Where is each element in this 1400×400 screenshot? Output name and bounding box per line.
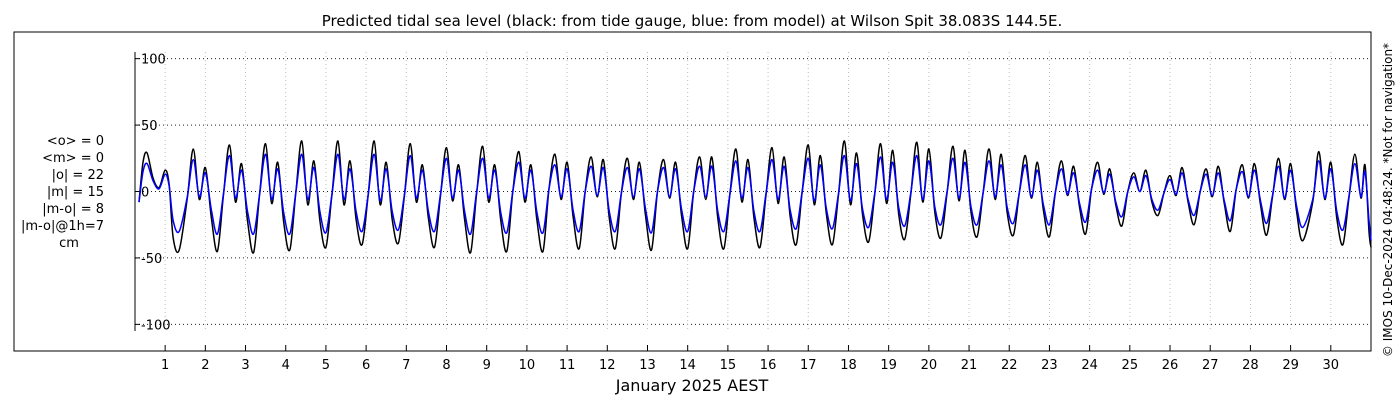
x-tick-label: 30	[1323, 358, 1340, 373]
x-tick-label: 20	[921, 358, 938, 373]
x-tick-label: 24	[1081, 358, 1098, 373]
series-line-gauge	[138, 140, 1372, 254]
x-tick-label: 4	[282, 358, 290, 373]
x-tick-label: 25	[1122, 358, 1139, 373]
x-tick-label: 19	[880, 358, 897, 373]
x-tick-label: 16	[760, 358, 777, 373]
abs-difference-1h: |m-o|@1h=7	[21, 219, 104, 234]
statistics-panel: <o> = 0 <m> = 0 |o| = 22 |m| = 15 |m-o| …	[14, 133, 104, 252]
x-tick-label: 1	[161, 358, 169, 373]
y-axis: -100 -50 0 50 100	[135, 53, 171, 333]
x-tick-label: 14	[679, 358, 696, 373]
outer-frame	[13, 31, 1372, 352]
x-tick-label: 26	[1162, 358, 1179, 373]
x-tick-label: 11	[559, 358, 576, 373]
x-tick-label: 3	[241, 358, 249, 373]
x-tick-label: 17	[800, 358, 817, 373]
x-tick-label: 15	[720, 358, 737, 373]
x-tick-label: 21	[961, 358, 978, 373]
x-tick-label: 8	[442, 358, 450, 373]
y-tick-label: -100	[141, 318, 171, 333]
x-tick-label: 29	[1282, 358, 1299, 373]
x-tick-label: 2	[201, 358, 209, 373]
y-tick-label: 50	[141, 119, 158, 134]
abs-observed: |o| = 22	[51, 168, 104, 183]
x-tick-label: 7	[402, 358, 410, 373]
y-tick-label: 100	[141, 53, 166, 68]
abs-model: |m| = 15	[46, 185, 104, 200]
chart-title: Predicted tidal sea level (black: from t…	[322, 12, 1063, 30]
x-tick-label: 13	[639, 358, 656, 373]
x-tick-label: 23	[1041, 358, 1058, 373]
x-tick-label: 18	[840, 358, 857, 373]
x-tick-label: 27	[1202, 358, 1219, 373]
x-tick-label: 12	[599, 358, 616, 373]
series	[138, 140, 1372, 254]
mean-model: <m> = 0	[42, 151, 104, 166]
abs-difference: |m-o| = 8	[42, 202, 104, 217]
mean-observed: <o> = 0	[46, 134, 104, 149]
x-tick-label: 6	[362, 358, 370, 373]
x-axis-label: January 2025 AEST	[615, 376, 769, 395]
x-tick-label: 9	[483, 358, 491, 373]
x-tick-label: 28	[1242, 358, 1259, 373]
x-tick-label: 10	[519, 358, 536, 373]
y-tick-label: -50	[141, 252, 162, 267]
x-tick-label: 22	[1001, 358, 1018, 373]
copyright-note: © IMOS 10-Dec-2024 04:48:24. *Not for na…	[1381, 42, 1395, 358]
series-line-model	[138, 153, 1372, 241]
x-tick-label: 5	[322, 358, 330, 373]
y-tick-label: 0	[141, 186, 149, 201]
grid	[135, 52, 1371, 331]
x-axis: 1 2 3 4 5 6 7 8 9 10 11 12 13 14 15 16 17 18 19 20 21 22 23 24 2…	[161, 345, 1339, 373]
unit-label: cm	[59, 236, 79, 251]
